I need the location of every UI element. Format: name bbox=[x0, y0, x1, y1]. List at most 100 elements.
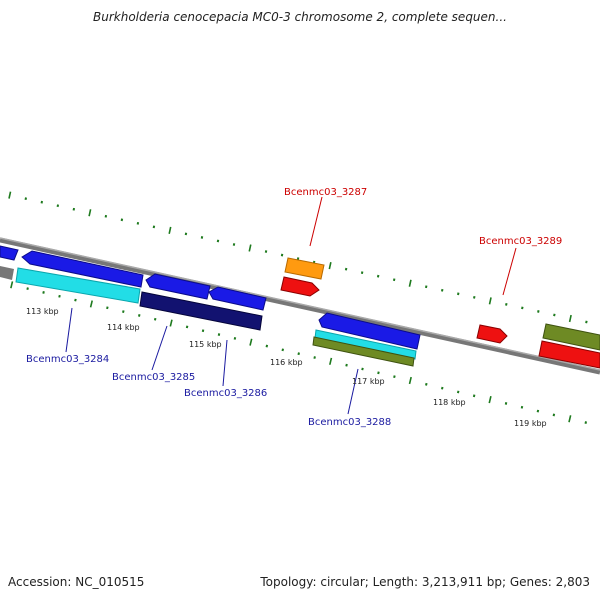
minor-tick bbox=[281, 348, 285, 352]
minor-tick bbox=[74, 298, 77, 302]
minor-tick bbox=[473, 295, 476, 299]
gene-labels: Bcenmc03_3284 Bcenmc03_3285 Bcenmc03_328… bbox=[26, 187, 562, 428]
minor-tick bbox=[392, 278, 396, 282]
minor-tick bbox=[264, 250, 268, 253]
minor-tick bbox=[200, 236, 204, 239]
major-tick bbox=[89, 300, 93, 308]
tick-label: 115 kbp bbox=[189, 340, 222, 349]
minor-tick bbox=[440, 288, 444, 292]
major-tick bbox=[10, 281, 14, 289]
minor-tick bbox=[106, 306, 109, 310]
gene-arrow-bcenmc03-3289[interactable] bbox=[476, 324, 508, 344]
minor-tick bbox=[58, 294, 61, 298]
leader-line bbox=[65, 307, 73, 353]
minor-tick bbox=[217, 333, 221, 336]
minor-tick bbox=[553, 313, 556, 317]
major-tick bbox=[408, 279, 412, 287]
gene-arrow-bcenmc03-3284-upper[interactable] bbox=[21, 250, 144, 288]
major-tick bbox=[8, 191, 12, 199]
minor-tick bbox=[280, 253, 284, 257]
minor-tick bbox=[536, 409, 540, 413]
accession-text: Accession: NC_010515 bbox=[8, 575, 145, 589]
major-tick bbox=[408, 376, 412, 385]
gene-arrow[interactable] bbox=[542, 323, 600, 351]
minor-tick bbox=[344, 267, 348, 271]
minor-tick bbox=[137, 314, 141, 317]
map-title: Burkholderia cenocepacia MC0-3 chromosom… bbox=[93, 10, 507, 24]
major-tick bbox=[328, 262, 332, 270]
minor-tick bbox=[72, 207, 76, 211]
gene-label-bcenmc03-3287[interactable]: Bcenmc03_3287 bbox=[284, 187, 367, 198]
major-tick bbox=[488, 396, 492, 404]
minor-tick bbox=[537, 310, 540, 313]
minor-tick bbox=[152, 225, 156, 229]
label-leader-lines bbox=[65, 196, 517, 415]
minor-tick bbox=[456, 390, 460, 394]
gene-arrow[interactable] bbox=[0, 266, 14, 280]
minor-tick bbox=[472, 394, 476, 398]
leader-line bbox=[347, 368, 359, 415]
major-tick bbox=[488, 297, 492, 305]
minor-tick bbox=[393, 375, 396, 379]
leader-line bbox=[222, 339, 228, 387]
minor-tick bbox=[584, 421, 588, 424]
major-tick bbox=[88, 209, 92, 217]
minor-tick bbox=[153, 317, 157, 321]
gene-arrow-bcenmc03-3286-upper[interactable] bbox=[208, 286, 267, 311]
minor-tick bbox=[185, 325, 189, 329]
outer-tick-track bbox=[8, 191, 588, 324]
gene-label-bcenmc03-3285[interactable]: Bcenmc03_3285 bbox=[112, 372, 195, 383]
tick-label: 116 kbp bbox=[270, 358, 303, 367]
minor-tick bbox=[232, 243, 236, 246]
summary-text: Topology: circular; Length: 3,213,911 bp… bbox=[260, 575, 590, 589]
axis-tick-labels: 113 kbp 114 kbp 115 kbp 116 kbp 117 kbp … bbox=[26, 307, 547, 428]
minor-tick bbox=[136, 221, 140, 225]
gene-arrow-bcenmc03-3288[interactable] bbox=[312, 336, 415, 367]
gene-arrow-bcenmc03-3288-cyan[interactable] bbox=[314, 329, 417, 360]
minor-tick bbox=[521, 306, 524, 310]
tick-label: 114 kbp bbox=[107, 323, 140, 332]
gene-arrow[interactable] bbox=[0, 245, 19, 261]
gene-arrow-bcenmc03-3287[interactable] bbox=[280, 276, 320, 297]
minor-tick bbox=[520, 405, 524, 409]
major-tick bbox=[568, 314, 572, 323]
minor-tick bbox=[345, 363, 348, 367]
minor-tick bbox=[440, 386, 444, 390]
minor-tick bbox=[361, 367, 364, 371]
minor-tick bbox=[216, 239, 220, 243]
minor-tick bbox=[26, 287, 29, 291]
leader-line bbox=[151, 325, 168, 371]
gene-label-bcenmc03-3284[interactable]: Bcenmc03_3284 bbox=[26, 354, 109, 365]
gene-arrow-bcenmc03-3288-upper[interactable] bbox=[318, 312, 421, 350]
minor-tick bbox=[265, 344, 269, 348]
major-tick bbox=[248, 244, 252, 252]
gene-label-bcenmc03-3286[interactable]: Bcenmc03_3286 bbox=[184, 388, 267, 399]
minor-tick bbox=[120, 218, 124, 222]
minor-tick bbox=[424, 285, 428, 289]
tick-label: 113 kbp bbox=[26, 307, 59, 316]
minor-tick bbox=[40, 200, 44, 204]
minor-tick bbox=[297, 352, 300, 356]
minor-tick bbox=[184, 232, 188, 236]
gene-label-bcenmc03-3289[interactable]: Bcenmc03_3289 bbox=[479, 236, 562, 247]
gene-arrow-bcenmc03-3285[interactable] bbox=[139, 291, 263, 331]
minor-tick bbox=[313, 356, 316, 359]
minor-tick bbox=[56, 204, 60, 208]
leader-line bbox=[502, 247, 517, 296]
minor-tick bbox=[457, 292, 460, 296]
gene-arrow-bcenmc03-3287-orange[interactable] bbox=[284, 257, 325, 280]
minor-tick bbox=[376, 274, 380, 278]
gene-arrow-bcenmc03-3284[interactable] bbox=[15, 267, 141, 304]
major-tick bbox=[169, 319, 173, 327]
minor-tick bbox=[377, 371, 380, 375]
gene-label-bcenmc03-3288[interactable]: Bcenmc03_3288 bbox=[308, 417, 391, 428]
tick-label: 118 kbp bbox=[433, 398, 466, 407]
gene-arrow[interactable] bbox=[538, 340, 600, 369]
minor-tick bbox=[104, 214, 108, 218]
gene-arrow-bcenmc03-3285-upper[interactable] bbox=[145, 273, 211, 300]
major-tick bbox=[329, 357, 333, 365]
minor-tick bbox=[42, 291, 45, 294]
minor-tick bbox=[233, 336, 237, 340]
